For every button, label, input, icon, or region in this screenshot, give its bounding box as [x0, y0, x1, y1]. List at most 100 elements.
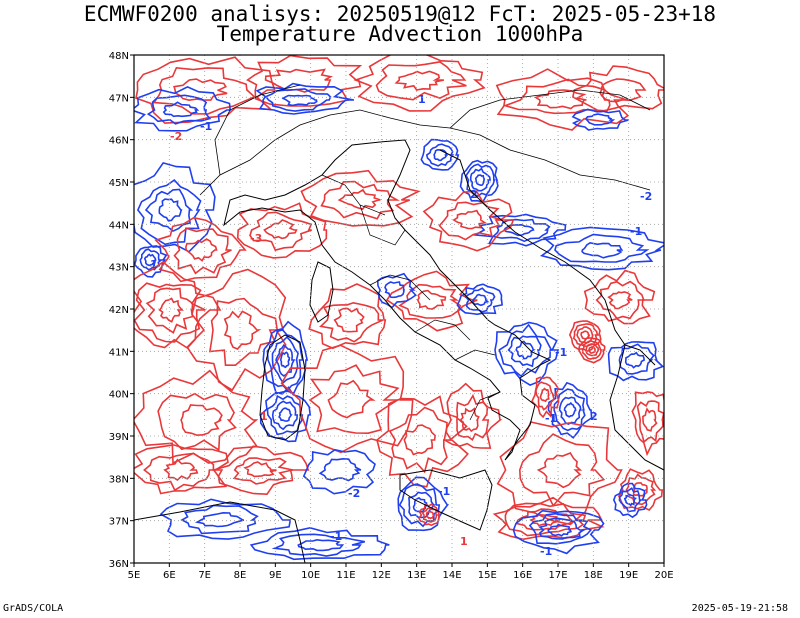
- contour-line: [173, 78, 228, 102]
- contour-line: [443, 382, 503, 449]
- lat-tick-label: 41N: [109, 347, 129, 358]
- contour-line: [495, 68, 630, 131]
- title-line-2: Temperature Advection 1000hPa: [216, 22, 584, 46]
- contour-line: [162, 101, 200, 118]
- contour-line: [223, 310, 262, 350]
- lat-tick-label: 46N: [109, 136, 129, 147]
- contour-line: [353, 55, 486, 112]
- contour-line: [385, 270, 478, 332]
- contour-line: [536, 452, 583, 489]
- contour-line: [297, 538, 345, 552]
- contour-line: [146, 94, 212, 125]
- contour-line: [246, 55, 363, 107]
- contour-line: [568, 320, 602, 352]
- contour-line: [264, 68, 334, 93]
- contour-line: [502, 78, 611, 115]
- contour-line: [529, 513, 562, 527]
- title-line-1: ECMWF0200 analisys: 20250519@12 FcT: 202…: [83, 2, 717, 26]
- lat-tick-label: 44N: [109, 220, 129, 231]
- lon-tick-label: 17E: [548, 570, 567, 581]
- contour-line: [134, 86, 232, 132]
- contour-line: [180, 404, 223, 437]
- contour-line: [507, 335, 542, 368]
- contour-line: [512, 509, 605, 555]
- contour-line: [134, 444, 229, 495]
- contour-line: [452, 209, 487, 230]
- contour-line: [320, 180, 400, 220]
- contour-line: [375, 61, 467, 101]
- contour-line: [422, 190, 515, 252]
- lon-tick-label: 8E: [234, 570, 247, 581]
- contour-line: [266, 394, 304, 436]
- contour-label: 1: [260, 410, 268, 423]
- contour-line: [515, 340, 536, 360]
- axes-layer: 5E 6E 7E 8E 9E 10E 11E 12E 13E 14E 15E 16E 17E 18E 19E…: [109, 51, 674, 581]
- lon-tick-label: 12E: [372, 570, 391, 581]
- footer-left: GrADS/COLA: [3, 603, 64, 614]
- contour-label: -1: [540, 545, 552, 558]
- country-borders: [199, 84, 651, 196]
- contour-line: [249, 211, 313, 252]
- contour-label: 1: [460, 535, 468, 548]
- contour-line: [636, 400, 664, 444]
- contour-line: [152, 66, 256, 115]
- contour-line: [472, 293, 490, 307]
- contour-label: -2: [170, 130, 182, 143]
- contour-line: [376, 395, 469, 488]
- contour-line: [376, 272, 417, 309]
- lat-tick-label: 45N: [109, 178, 129, 189]
- contour-line: [163, 458, 199, 481]
- contour-line: [158, 297, 184, 323]
- contour-line: [136, 179, 202, 246]
- contour-line: [403, 424, 436, 456]
- contour-line: [249, 526, 390, 561]
- contour-line: [158, 198, 183, 222]
- contour-line: [535, 381, 555, 411]
- lon-tick-label: 13E: [407, 570, 426, 581]
- contour-line: [144, 188, 194, 233]
- contour-line: [262, 320, 309, 395]
- contour-line: [271, 400, 299, 431]
- contour-line: [539, 226, 664, 271]
- contour-line: [154, 216, 247, 283]
- lat-tick-label: 40N: [109, 390, 129, 401]
- lon-tick-label: 16E: [513, 570, 532, 581]
- contour-line: [528, 512, 593, 545]
- lat-tick-label: 47N: [109, 93, 129, 104]
- lat-tick-label: 48N: [109, 51, 129, 62]
- lon-tick-label: 20E: [654, 570, 673, 581]
- contour-line: [159, 498, 292, 540]
- contour-line: [281, 94, 318, 107]
- contour-line: [139, 248, 164, 271]
- contour-line: [388, 406, 453, 474]
- contour-label: -1: [438, 485, 450, 498]
- contour-line: [491, 218, 551, 243]
- contour-line: [271, 533, 365, 557]
- lon-tick-label: 10E: [301, 570, 320, 581]
- contour-label: 2: [590, 410, 598, 423]
- contour-label: -1: [630, 225, 642, 238]
- contour-line: [518, 433, 606, 508]
- contour-line: [623, 493, 637, 507]
- lat-tick-label: 38N: [109, 474, 129, 485]
- sardinia-coastline: [259, 334, 306, 441]
- contour-line: [302, 448, 376, 495]
- contour-label: -2: [640, 190, 652, 203]
- contour-line: [531, 376, 560, 419]
- contour-line: [585, 113, 616, 126]
- contour-line: [384, 281, 405, 299]
- contour-line: [232, 457, 294, 485]
- contour-line: [607, 291, 633, 310]
- contour-line: [134, 260, 222, 350]
- contour-label: 1: [418, 93, 426, 106]
- contour-line: [180, 504, 259, 535]
- contour-line: [469, 167, 492, 192]
- contour-line: [397, 476, 450, 532]
- contour-line: [433, 148, 448, 162]
- contour-label: 1: [150, 258, 158, 271]
- contour-line: [632, 482, 648, 497]
- contour-line: [585, 343, 600, 357]
- lon-tick-label: 15E: [478, 570, 497, 581]
- contour-line: [472, 213, 567, 247]
- contour-line: [459, 407, 480, 433]
